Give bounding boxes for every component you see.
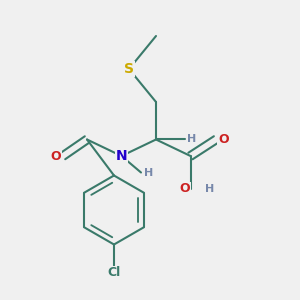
Text: O: O (179, 182, 190, 196)
Text: H: H (144, 167, 153, 178)
Text: N: N (116, 149, 127, 163)
Text: Cl: Cl (107, 266, 121, 280)
Text: H: H (206, 184, 214, 194)
Text: O: O (50, 149, 61, 163)
Text: O: O (218, 133, 229, 146)
Text: H: H (188, 134, 196, 145)
Text: S: S (124, 62, 134, 76)
